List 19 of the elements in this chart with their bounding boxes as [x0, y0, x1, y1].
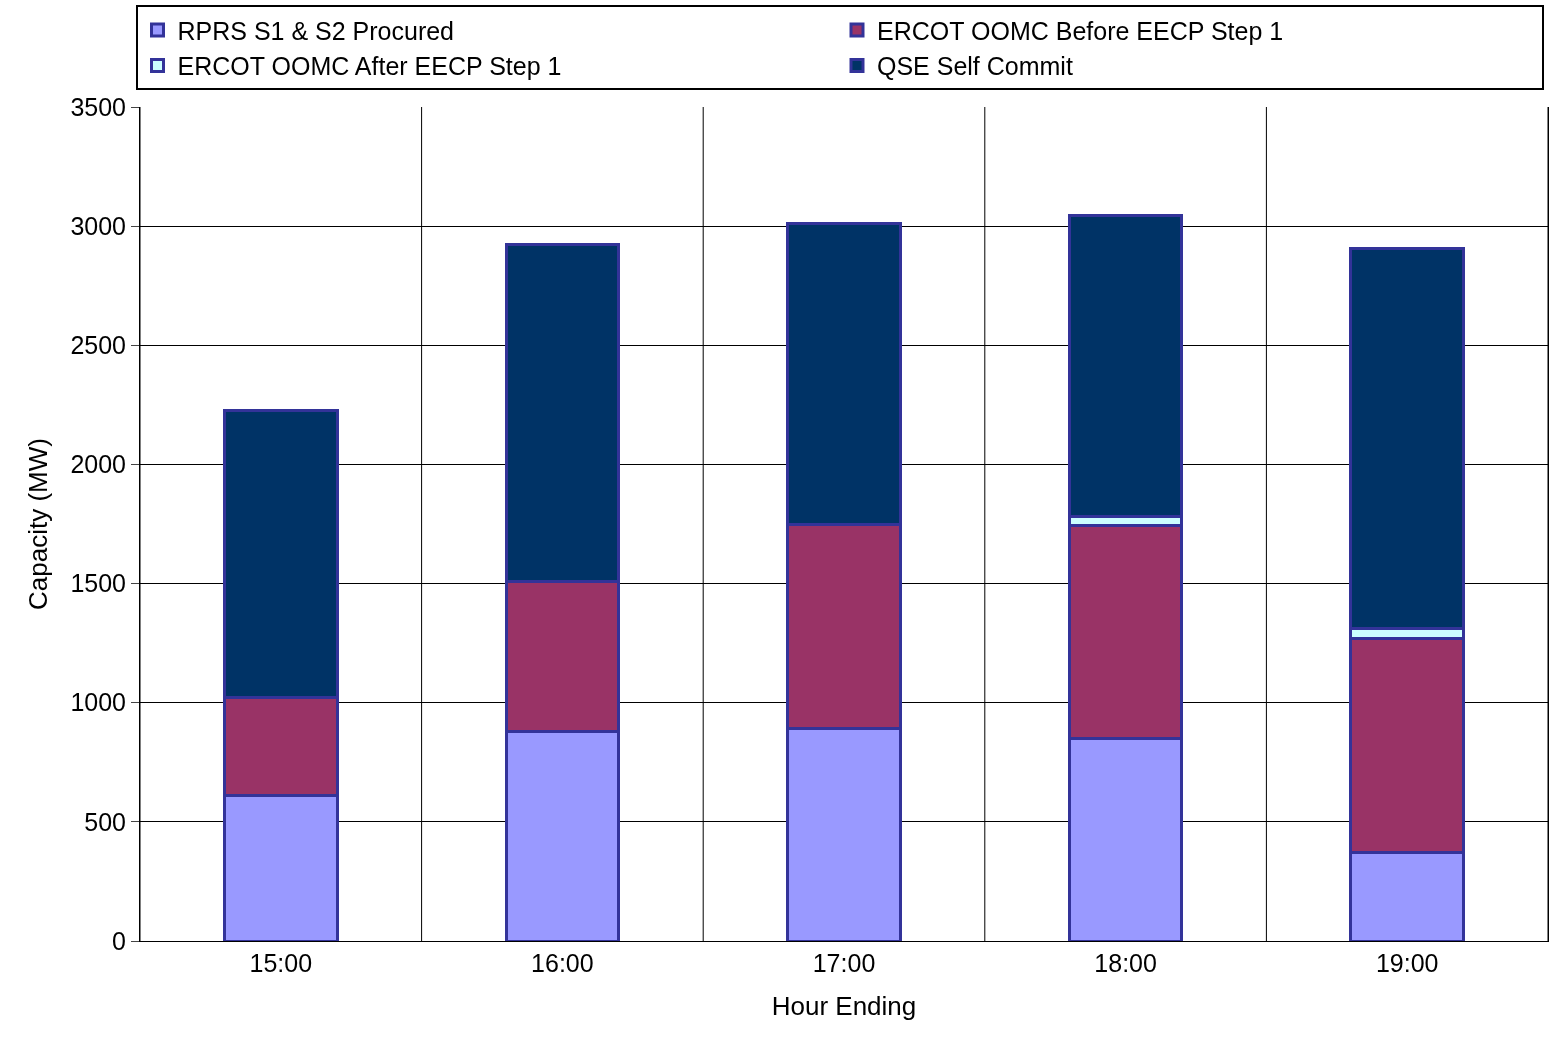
legend-label: ERCOT OOMC Before EECP Step 1 [877, 16, 1284, 45]
x-tick-label: 18:00 [1094, 949, 1157, 977]
x-tick-label: 16:00 [531, 949, 594, 977]
y-tick-label: 2500 [70, 331, 126, 360]
x-axis-title: Hour Ending [771, 990, 917, 1021]
y-tick-label: 3500 [70, 92, 126, 121]
y-tick-label: 500 [84, 807, 126, 836]
y-tick-label: 3000 [70, 211, 126, 240]
y-tick-label: 0 [112, 926, 126, 955]
y-axis-title: Capacity (MW) [22, 438, 53, 610]
y-tick-label: 1000 [70, 688, 126, 717]
legend-label: ERCOT OOMC After EECP Step 1 [177, 52, 562, 81]
x-tick-label: 15:00 [249, 949, 313, 977]
x-tick-label: 17:00 [812, 949, 876, 977]
legend-label: RPRS S1 & S2 Procured [177, 16, 455, 45]
y-tick-label: 2000 [70, 450, 126, 479]
y-tick-label: 1500 [70, 569, 126, 598]
legend-label: QSE Self Commit [877, 52, 1073, 81]
x-tick-label: 19:00 [1375, 949, 1439, 977]
